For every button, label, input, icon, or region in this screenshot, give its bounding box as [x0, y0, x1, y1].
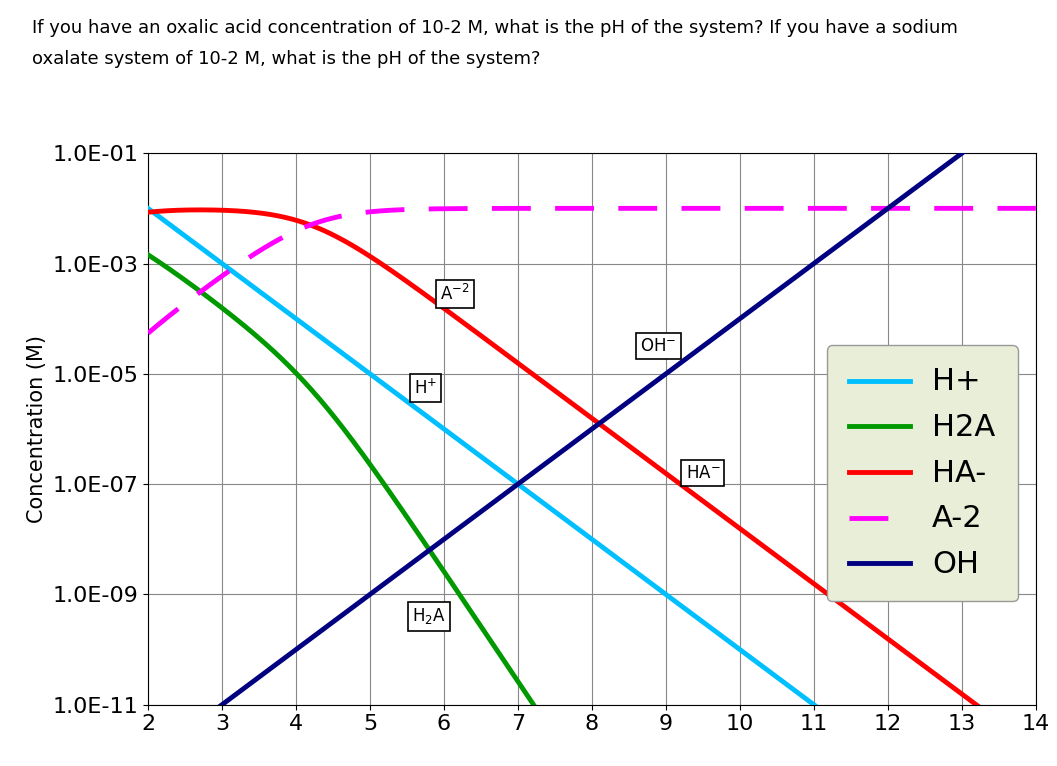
Text: oxalate system of 10-2 M, what is the pH of the system?: oxalate system of 10-2 M, what is the pH… [32, 50, 540, 67]
Text: H$^{+}$: H$^{+}$ [414, 378, 437, 398]
Text: A$^{-2}$: A$^{-2}$ [441, 284, 469, 304]
Text: H$_{2}$A: H$_{2}$A [412, 607, 446, 627]
Y-axis label: Concentration (M): Concentration (M) [26, 335, 47, 523]
Text: If you have an oxalic acid concentration of 10-2 M, what is the pH of the system: If you have an oxalic acid concentration… [32, 19, 958, 37]
Text: HA$^{-}$: HA$^{-}$ [686, 464, 720, 482]
Text: OH$^{-}$: OH$^{-}$ [641, 337, 676, 355]
Legend: H+, H2A, HA-, A-2, OH: H+, H2A, HA-, A-2, OH [827, 345, 1018, 601]
